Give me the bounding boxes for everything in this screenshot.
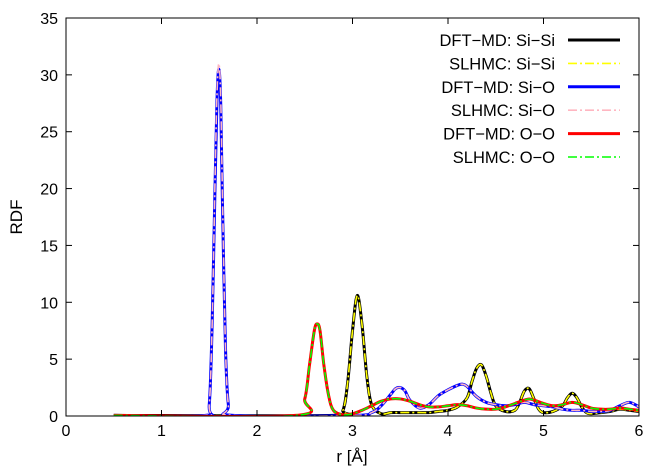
- legend-label-dft-md-si-o: DFT−MD: Si−O: [441, 79, 555, 97]
- ticks-layer: 0 1 2 3 4 5 6 0 5 10 15 20 25 30 35: [40, 11, 643, 440]
- y-tick-label-1: 5: [49, 352, 58, 369]
- legend-label-dft-md-o-o: DFT−MD: O−O: [443, 126, 555, 144]
- y-tick-label-5: 25: [40, 125, 58, 142]
- x-tick-label-3: 3: [348, 423, 357, 440]
- legend-label-slhmc-si-si: SLHMC: Si−Si: [449, 55, 555, 73]
- x-tick-label-1: 1: [157, 423, 166, 440]
- x-tick-label-2: 2: [253, 423, 262, 440]
- y-tick-label-6: 30: [40, 68, 58, 85]
- series-line-slhmc-si-o: [113, 62, 639, 416]
- series-line-slhmc-o-o: [113, 323, 639, 416]
- y-tick-label-7: 35: [40, 11, 58, 28]
- legend-label-slhmc-o-o: SLHMC: O−O: [453, 149, 555, 167]
- x-tick-label-5: 5: [539, 423, 548, 440]
- y-tick-label-3: 15: [40, 238, 58, 255]
- legend-label-dft-md-si-si: DFT−MD: Si−Si: [439, 32, 555, 50]
- legend-label-slhmc-si-o: SLHMC: Si−O: [451, 102, 555, 120]
- y-axis-label: RDF: [7, 200, 26, 235]
- x-axis-label: r [Å]: [336, 447, 367, 466]
- legend: DFT−MD: Si−Si SLHMC: Si−Si DFT−MD: Si−O SLH…: [439, 32, 620, 167]
- y-tick-label-2: 10: [40, 295, 58, 312]
- y-tick-label-4: 20: [40, 182, 58, 199]
- x-tick-label-6: 6: [635, 423, 644, 440]
- series-line-slhmc-si-si: [113, 294, 639, 416]
- series-layer: [113, 62, 639, 416]
- x-tick-label-4: 4: [444, 423, 453, 440]
- y-tick-label-0: 0: [49, 409, 58, 426]
- x-tick-label-0: 0: [62, 423, 71, 440]
